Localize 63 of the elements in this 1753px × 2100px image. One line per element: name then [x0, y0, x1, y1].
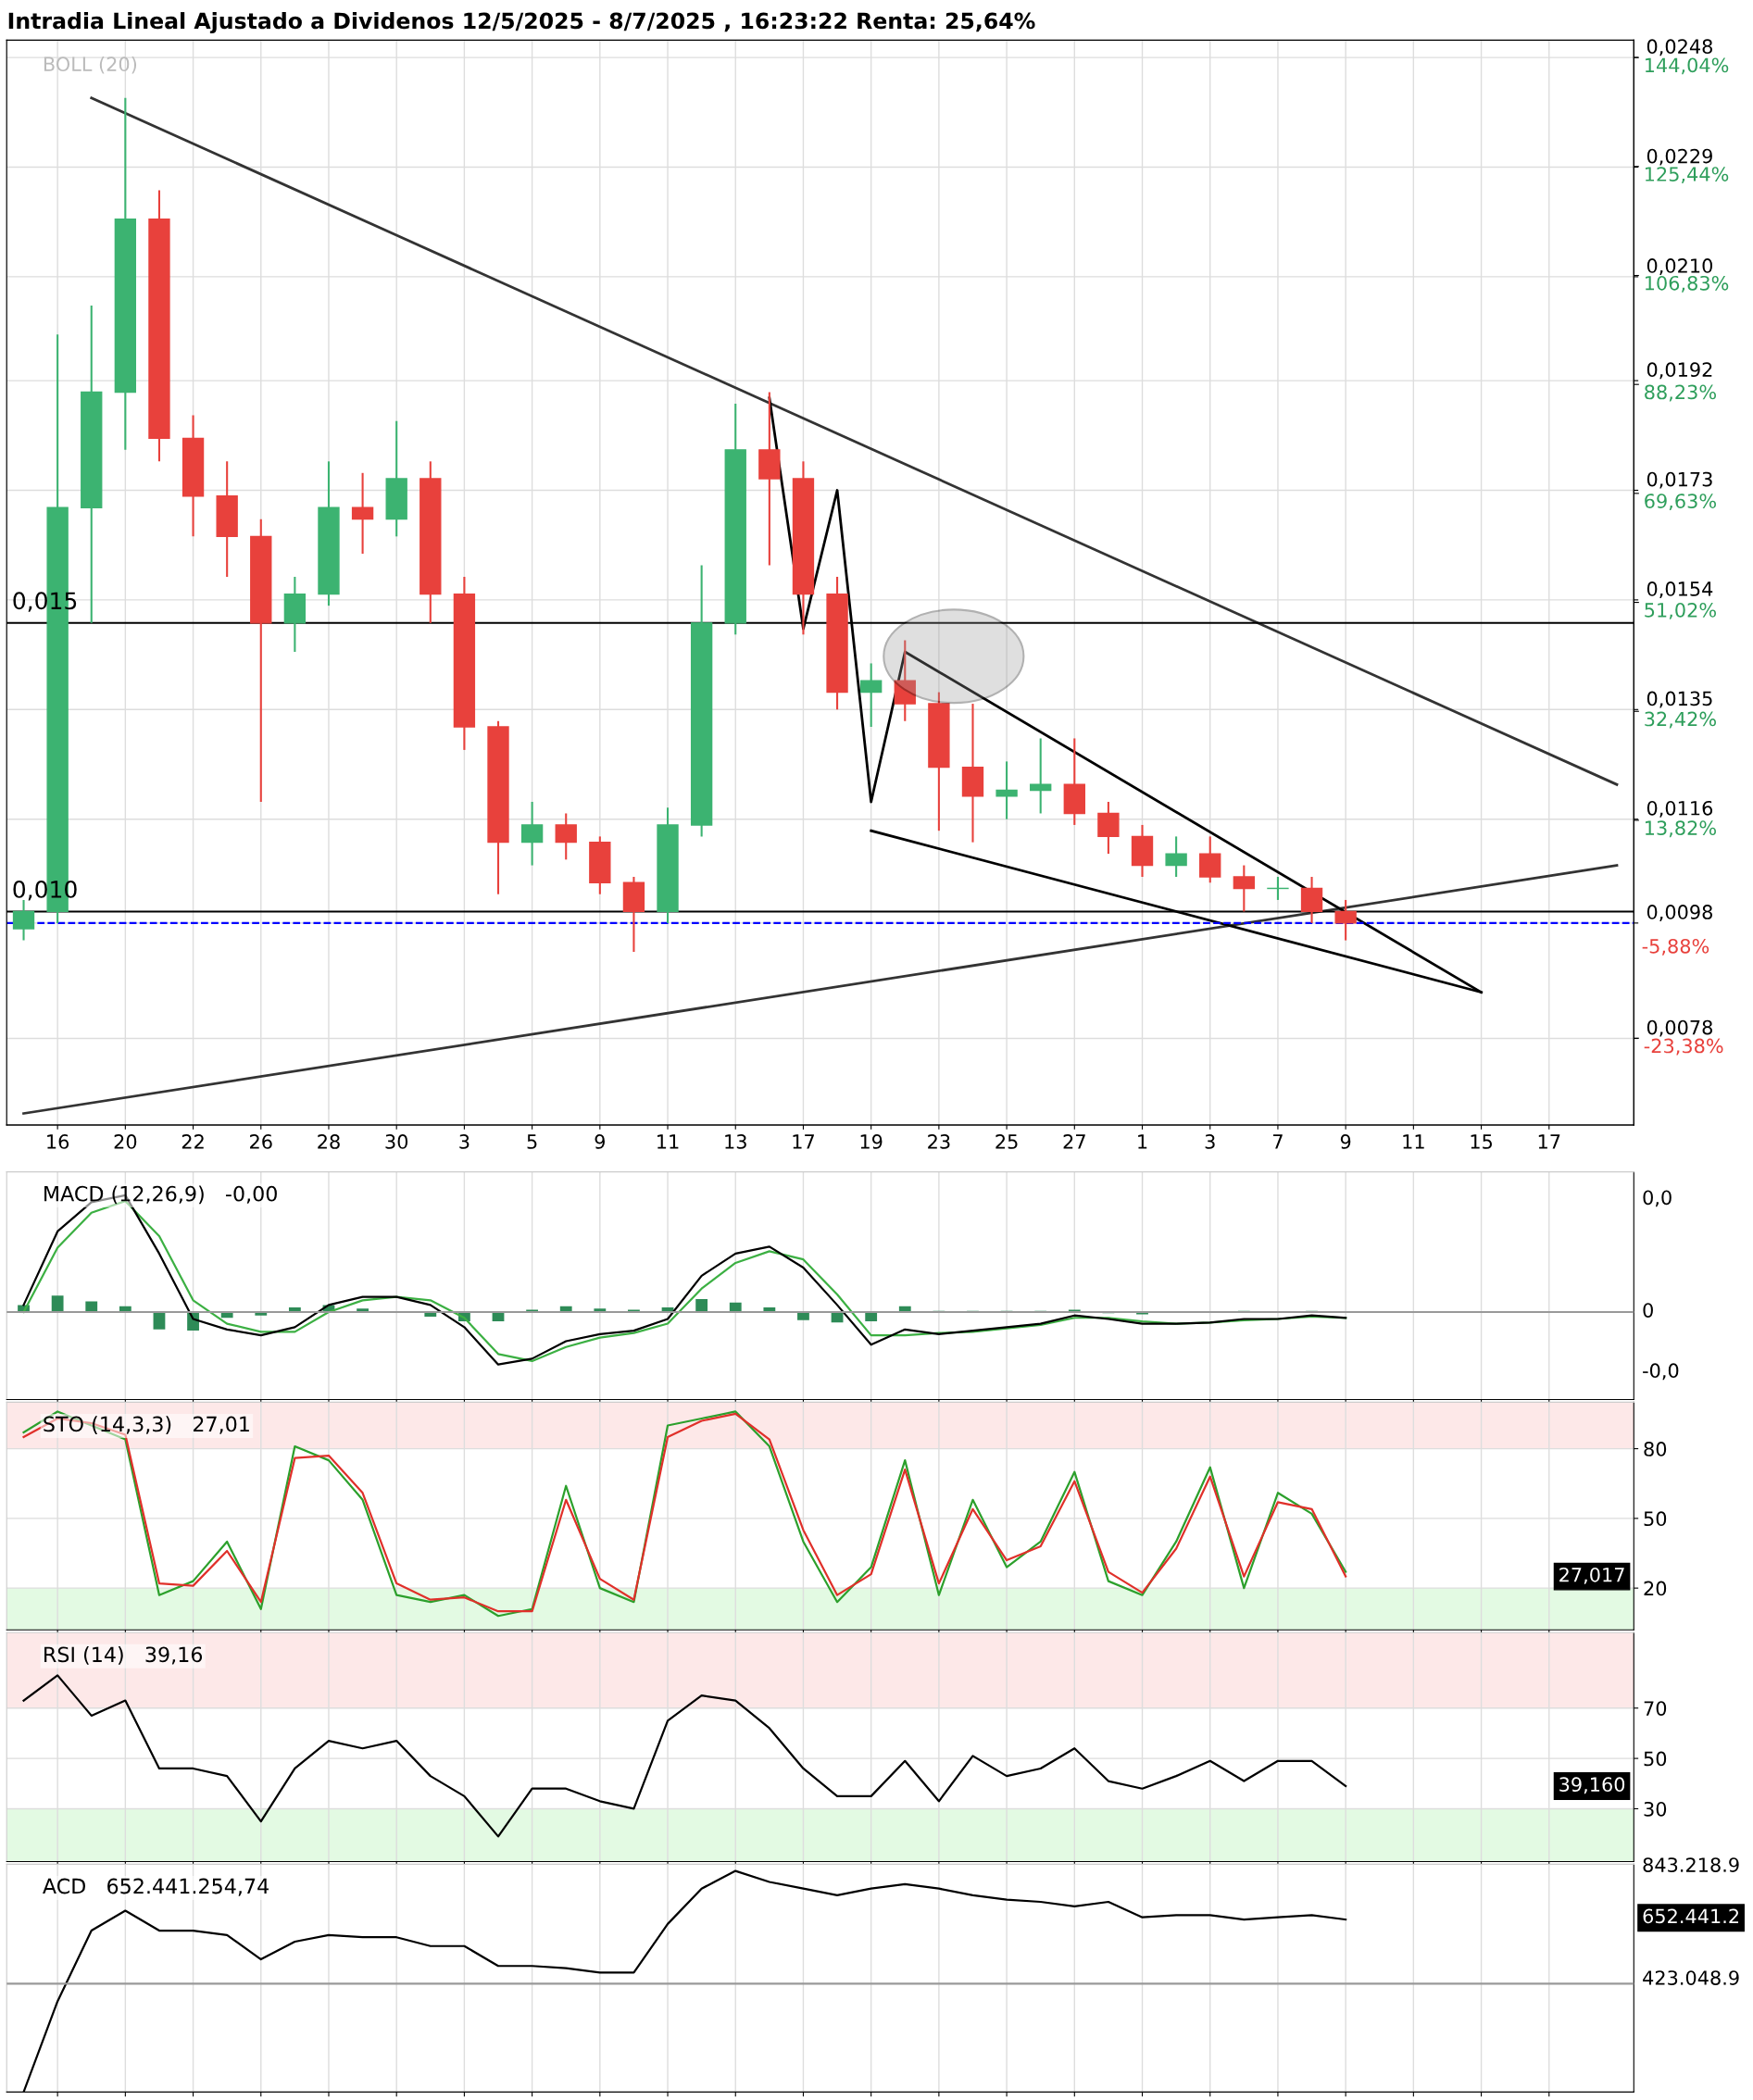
y2-tick-label: 88,23%: [1645, 384, 1716, 402]
y2-tick-label: 51,02%: [1645, 602, 1716, 619]
y-tick-label: 0,0116: [1647, 800, 1713, 818]
y-tick-label: 0,0135: [1647, 691, 1712, 708]
annotation: 27,017: [1559, 1567, 1624, 1584]
x-tick-label: 19: [860, 1134, 883, 1149]
y2-tick-label: 13,82%: [1646, 820, 1716, 838]
y-tick-label: 50: [1644, 1511, 1667, 1527]
y2-tick-label: 125,44%: [1646, 167, 1729, 184]
y-tick-label: 0,0173: [1647, 471, 1712, 489]
y-tick-label: 0,0248: [1647, 39, 1712, 56]
text: 0: [1643, 1303, 1653, 1318]
y2-tick-label: 32,42%: [1645, 711, 1716, 729]
y-tick-label: 70: [1644, 1701, 1667, 1716]
x-tick-label: 11: [1403, 1134, 1424, 1149]
x-tick-label: 9: [1340, 1134, 1351, 1149]
x-tick-label: 17: [793, 1134, 814, 1149]
x-tick-label: 5: [527, 1134, 537, 1149]
x-tick-label: 3: [1205, 1134, 1215, 1149]
y-tick-label: 20: [1644, 1581, 1667, 1596]
text: 0,0: [1643, 1190, 1672, 1207]
chart-title: ACD 652.441.254,74: [43, 1878, 269, 1896]
y-tick-label: 0,0210: [1647, 258, 1712, 275]
chart-title: Intradia Lineal Ajustado a Dividenos 12/5/2025 - 8/7/2025 , 16:23:22 Renta: 25,64%: [8, 12, 1035, 34]
x-tick-label: 17: [1538, 1134, 1560, 1149]
y-tick-label: 0,0078: [1647, 1019, 1712, 1037]
x-tick-label: 9: [595, 1134, 605, 1149]
y-tick-label: 0,0098: [1647, 905, 1712, 921]
y-tick-label: 0,0229: [1647, 148, 1712, 166]
y-tick-label: 0,0154: [1647, 581, 1713, 598]
x-tick-label: 22: [182, 1134, 204, 1149]
annotation: BOLL (20): [44, 56, 137, 74]
x-tick-label: 23: [928, 1134, 950, 1149]
text: -5,88%: [1642, 938, 1709, 956]
x-tick-label: 11: [657, 1134, 679, 1149]
y-tick-label: 0,0192: [1647, 362, 1712, 380]
text: 652.441.2: [1643, 1908, 1739, 1924]
x-tick-label: 16: [47, 1134, 69, 1149]
chart-title: MACD (12,26,9) -0,00: [44, 1185, 277, 1205]
y-tick-label: 50: [1644, 1751, 1667, 1767]
text: 843.218.9: [1643, 1857, 1739, 1872]
y2-tick-label: 144,04%: [1646, 57, 1729, 75]
y2-tick-label: -23,38%: [1644, 1038, 1723, 1056]
x-tick-label: 3: [459, 1134, 470, 1149]
text: RSI (14) 39,16: [44, 1646, 203, 1665]
text: -0,0: [1643, 1363, 1679, 1381]
text: STO (14,3,3) 27,01: [44, 1416, 249, 1434]
x-tick-label: 28: [318, 1134, 340, 1149]
x-tick-label: 7: [1273, 1134, 1283, 1149]
x-tick-label: 26: [250, 1134, 272, 1149]
x-tick-label: 27: [1063, 1134, 1085, 1149]
x-tick-label: 15: [1471, 1134, 1492, 1149]
x-tick-label: 30: [385, 1134, 408, 1149]
x-tick-label: 13: [725, 1134, 746, 1149]
x-tick-label: 25: [995, 1134, 1018, 1149]
annotation: 39,160: [1559, 1777, 1625, 1794]
text: 423.048.9: [1643, 1970, 1739, 1985]
y-tick-label: 80: [1644, 1442, 1667, 1456]
y2-tick-label: 106,83%: [1646, 275, 1729, 293]
y2-tick-label: 69,63%: [1645, 494, 1716, 511]
y-tick-label: 30: [1644, 1801, 1667, 1817]
x-tick-label: 20: [114, 1134, 137, 1149]
x-tick-label: 1: [1138, 1134, 1147, 1149]
